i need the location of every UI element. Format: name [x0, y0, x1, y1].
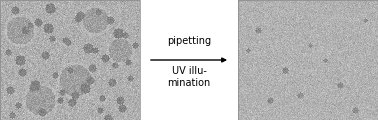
Text: pipetting: pipetting — [167, 36, 211, 46]
Bar — [238, 0, 378, 120]
Bar — [0, 0, 140, 120]
Text: UV illu-
mination: UV illu- mination — [167, 66, 211, 88]
